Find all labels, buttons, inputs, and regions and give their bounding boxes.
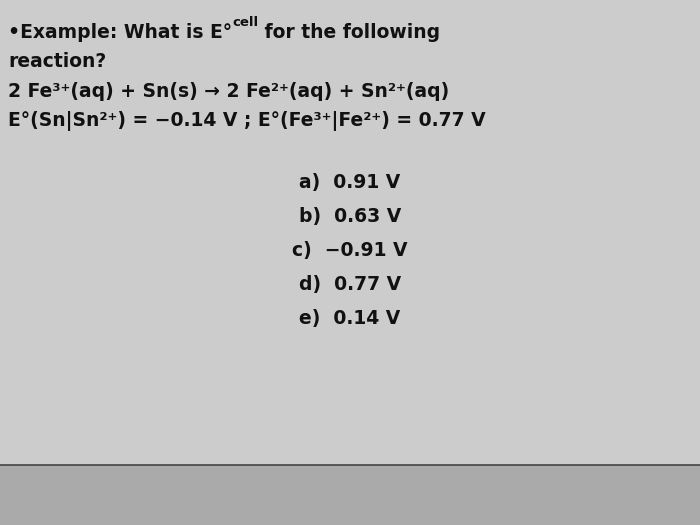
Text: a)  0.91 V: a) 0.91 V <box>300 173 400 192</box>
Text: b)  0.63 V: b) 0.63 V <box>299 207 401 226</box>
Text: c)  −0.91 V: c) −0.91 V <box>293 242 407 260</box>
Text: for the following: for the following <box>258 23 440 41</box>
Text: d)  0.77 V: d) 0.77 V <box>299 276 401 295</box>
Text: •Example: What is E°: •Example: What is E° <box>8 23 232 41</box>
Text: E°(Sn|Sn²⁺) = −0.14 V ; E°(Fe³⁺|Fe²⁺) = 0.77 V: E°(Sn|Sn²⁺) = −0.14 V ; E°(Fe³⁺|Fe²⁺) = … <box>8 111 486 131</box>
Text: e)  0.14 V: e) 0.14 V <box>300 309 400 328</box>
Text: 2 Fe³⁺(aq) + Sn(s) → 2 Fe²⁺(aq) + Sn²⁺(aq): 2 Fe³⁺(aq) + Sn(s) → 2 Fe²⁺(aq) + Sn²⁺(a… <box>8 81 449 101</box>
Text: reaction?: reaction? <box>8 52 106 71</box>
Text: cell: cell <box>232 16 258 29</box>
